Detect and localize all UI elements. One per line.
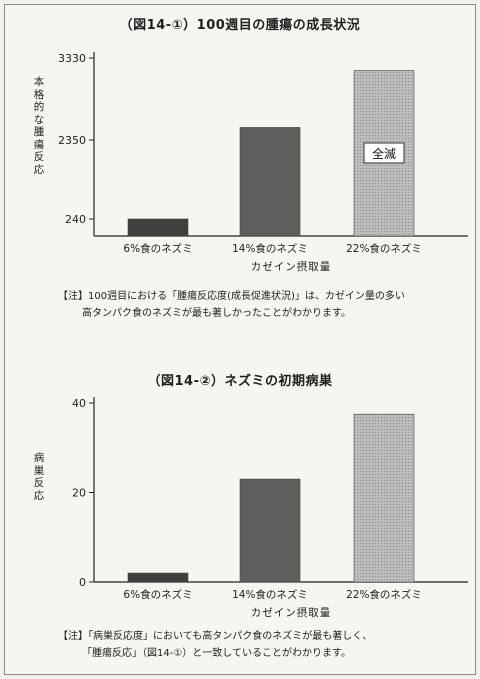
chart2-ylabel: 病巣反応 xyxy=(33,452,45,502)
chart2-bar xyxy=(127,572,189,583)
chart1-bar xyxy=(127,218,189,237)
chart1-note-line2: 高タンパク食のネズミが最も著しかったことがわかります。 xyxy=(82,308,351,319)
chart2-y-tick-label: 40 xyxy=(72,397,86,410)
chart1-annotation: 全滅 xyxy=(372,146,396,161)
chart2-note-line1: 【注】「病巣反応度」においても高タンパク食のネズミが最も著しく、 xyxy=(58,631,373,642)
chart1-x-tick-label: 22%食のネズミ xyxy=(346,242,422,255)
chart2-y-tick-label: 20 xyxy=(72,487,86,500)
chart2-note-line2: 「腫瘍反応」（図14-①）と一致していることがわかります。 xyxy=(82,648,351,659)
chart1-y-tick-label: 240 xyxy=(65,213,86,226)
chart2-bar xyxy=(239,478,301,583)
chart2-bar xyxy=(353,413,415,583)
chart1-title: （図14-①）100週目の腫瘍の成長状況 xyxy=(119,18,361,33)
chart1-annotation-box xyxy=(363,142,405,164)
chart2-x-tick-label: 14%食のネズミ xyxy=(232,588,308,601)
chart1-note: 【注】100週目における「腫瘍反応度(成長促進状況)」は、カゼイン量の多い 高タ… xyxy=(58,288,468,322)
chart1-x-tick-label: 6%食のネズミ xyxy=(123,242,192,255)
chart2-x-tick-label: 6%食のネズミ xyxy=(123,588,192,601)
chart1-y-tick-label: 2350 xyxy=(58,134,86,147)
chart1-bar xyxy=(239,127,301,237)
chart2-x-axis-label: カゼイン摂取量 xyxy=(251,606,332,619)
chart1-plot: 240 2350 3330 6%食のネズミ 14%食のネズミ 22%食のネズミカゼイン摂取… xyxy=(58,52,468,273)
chart1-note-line1: 【注】100週目における「腫瘍反応度(成長促進状況)」は、カゼイン量の多い xyxy=(58,291,405,302)
chart1-ylabel: 本格的な腫瘍反応 xyxy=(33,76,45,176)
chart1-y-tick-label: 3330 xyxy=(58,52,86,65)
chart1-x-axis-label: カゼイン摂取量 xyxy=(251,260,332,273)
chart1-x-tick-label: 14%食のネズミ xyxy=(232,242,308,255)
chart2-title: （図14-②）ネズミの初期病巣 xyxy=(147,374,333,389)
chart2-x-tick-label: 22%食のネズミ xyxy=(346,588,422,601)
chart2-note: 【注】「病巣反応度」においても高タンパク食のネズミが最も著しく、 「腫瘍反応」（… xyxy=(58,628,468,662)
chart2-y-tick-label: 0 xyxy=(79,576,86,589)
